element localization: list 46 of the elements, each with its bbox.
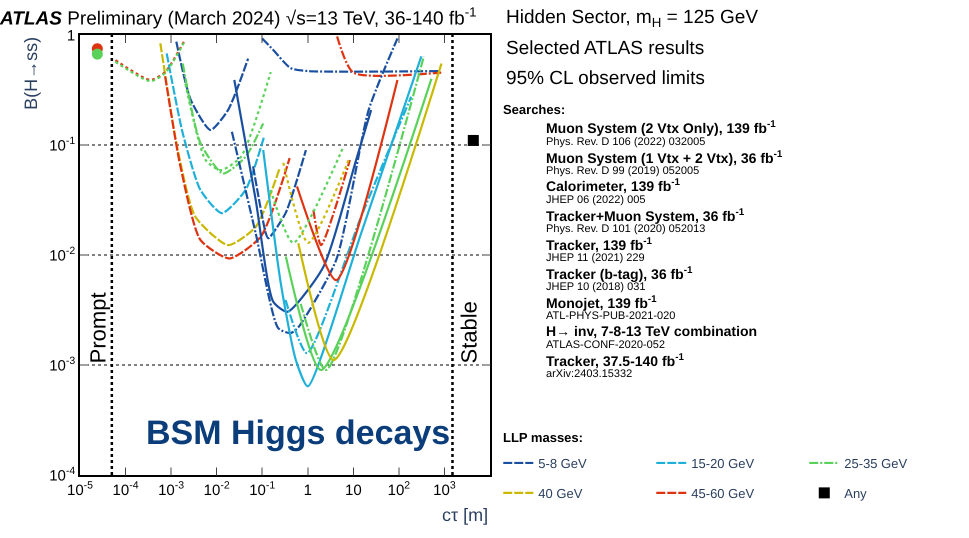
text: Tracker+Muon System, 36 fb$^{-1}$ [546,207,745,224]
x-tick-label: 10$^{-3}$ [158,479,184,499]
legend-label: 15-20 GeV [691,456,754,472]
text: 95% CL observed limits [506,68,705,89]
y-tick-label: 1 [66,27,76,44]
legend-label: 25-35 GeV [844,456,908,472]
text: Muon System (1 Vtx + 2 Vtx), 36 fb$^{-1}$ [546,149,783,166]
text: ATLAS-CONF-2020-052 [546,339,666,351]
text: LLP masses: [503,430,583,445]
text: JHEP 11 (2021) 229 [546,252,645,264]
x-tick-label: 10$^{3}$ [433,479,456,499]
x-tick-label: 10 [344,482,362,499]
ref-line-label: Prompt [85,292,110,364]
y-tick-label: 10$^{-1}$ [49,134,76,154]
x-tick-label: 1 [304,482,312,499]
x-tick-label: 10$^{-1}$ [249,479,276,499]
text: H→ inv, 7-8-13 TeV combination [546,323,758,339]
text: ATL-PHYS-PUB-2021-020 [546,310,676,322]
text: JHEP 10 (2018) 031 [546,281,646,293]
x-tick-label: 10$^{2}$ [388,479,410,499]
y-tick-label: 10$^{-2}$ [49,244,76,264]
text: Selected ATLAS results [506,38,704,59]
text: Tracker, 37.5-140 fb$^{-1}$ [546,352,684,369]
x-tick-label: 10$^{-2}$ [204,479,230,499]
text: arXiv:2403.15332 [546,368,632,380]
text: Phys. Rev. D 99 (2019) 052005 [546,165,700,177]
text: Tracker (b-tag), 36 fb$^{-1}$ [546,265,693,282]
text: Phys. Rev. D 106 (2022) 032005 [546,136,706,148]
legend-label: 45-60 GeV [691,486,754,501]
annotation: BSM Higgs decays [146,414,450,452]
text: Hidden Sector, m$_{H}$ = 125 GeV [506,7,758,30]
y-tick-label: 10$^{-3}$ [49,354,76,374]
legend-label: Any [844,486,868,501]
text: JHEP 06 (2022) 005 [546,194,646,206]
text: Tracker, 139 fb$^{-1}$ [546,236,653,253]
x-axis-title: cτ [m] [442,505,488,525]
legend-label: 40 GeV [538,486,583,501]
ref-line-label: Stable [456,301,482,364]
text: Searches: [503,102,566,117]
text: Monojet, 139 fb$^{-1}$ [546,294,658,311]
legend-label: 5-8 GeV [538,456,588,472]
text: Muon System (2 Vtx Only), 139 fb$^{-1}$ [546,119,776,136]
text: Calorimeter, 139 fb$^{-1}$ [546,177,681,194]
x-tick-label: 10$^{-4}$ [112,479,139,499]
y-axis-title: B(H→ss) [20,36,41,110]
text: Phys. Rev. D 101 (2020) 052013 [546,223,706,235]
